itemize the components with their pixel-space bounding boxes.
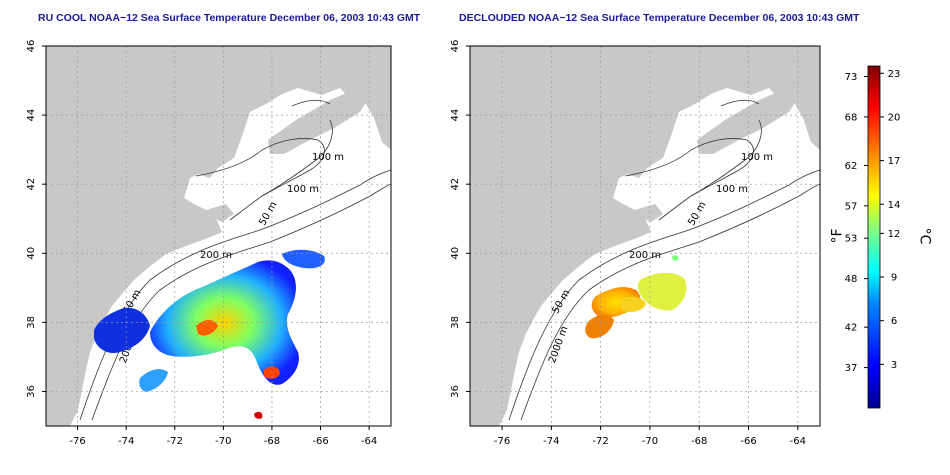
fahrenheit-tick-label: 48 — [845, 274, 858, 285]
celsius-unit-label: °C — [916, 227, 933, 245]
left-sst-map: 100 m 100 m 50 m 200 m 50 m 200 m -76-74… — [26, 40, 392, 447]
lat-tick-label: 44 — [26, 109, 37, 122]
left-map-title: RU COOL NOAA−12 Sea Surface Temperature … — [38, 12, 421, 24]
right-map-title: DECLOUDED NOAA−12 Sea Surface Temperatur… — [459, 12, 860, 24]
lon-tick-label: -66 — [740, 436, 756, 447]
map-frame — [469, 45, 821, 427]
lat-tick-label: 36 — [26, 385, 37, 398]
cape-cod-land — [635, 204, 663, 222]
celsius-tick-label: 12 — [888, 229, 901, 240]
colorbar-gradient — [867, 65, 881, 409]
celsius-tick-label: 14 — [888, 200, 901, 211]
lon-tick-label: -72 — [592, 436, 608, 447]
lon-tick-label: -66 — [312, 436, 328, 447]
latitude-axis: 36 38 40 42 44 46 — [26, 40, 46, 398]
contour-label: 200 m — [200, 250, 232, 261]
lat-tick-label: 42 — [26, 178, 37, 191]
fahrenheit-tick-label: 62 — [845, 161, 858, 172]
celsius-tick-label: 6 — [891, 316, 897, 327]
nova-scotia-land — [697, 88, 799, 154]
lon-tick-label: -70 — [642, 436, 658, 447]
sst-data-patches — [94, 249, 325, 419]
coastline-land — [46, 46, 391, 426]
nova-scotia-land — [268, 88, 370, 154]
fahrenheit-tick-label: 57 — [845, 201, 858, 212]
contour-label: 100 m — [716, 184, 748, 195]
lon-tick-label: -68 — [691, 436, 707, 447]
fahrenheit-tick-label: 42 — [845, 323, 858, 334]
newfoundland-land — [779, 46, 820, 86]
latitude-axis: 36 38 40 42 44 46 — [450, 40, 470, 398]
celsius-tick-label: 17 — [888, 156, 901, 167]
lon-tick-label: -74 — [543, 436, 559, 447]
lon-tick-label: -64 — [361, 436, 377, 447]
lat-tick-label: 38 — [26, 316, 37, 329]
lat-tick-label: 40 — [26, 247, 37, 260]
lon-tick-label: -64 — [790, 436, 806, 447]
celsius-tick-label: 3 — [891, 360, 897, 371]
contour-label: 100 m — [741, 152, 773, 163]
celsius-ticks: 23 20 17 14 12 9 6 3 — [880, 69, 900, 371]
lat-tick-label: 38 — [450, 316, 461, 329]
longitude-axis: -76 -74 -72 -70 -68 -66 -64 — [494, 426, 806, 447]
fahrenheit-tick-label: 53 — [845, 234, 858, 245]
temperature-colorbar: 73 68 62 57 53 48 42 37 23 20 17 14 12 9 6 3 — [845, 65, 900, 409]
lon-tick-label: -74 — [118, 436, 134, 447]
fahrenheit-tick-label: 68 — [845, 112, 858, 123]
lon-tick-label: -76 — [69, 436, 85, 447]
lat-tick-label: 42 — [450, 178, 461, 191]
celsius-tick-label: 23 — [888, 69, 901, 80]
lon-tick-label: -70 — [215, 436, 231, 447]
lat-tick-label: 46 — [26, 40, 37, 53]
cape-cod-land — [206, 204, 234, 222]
fahrenheit-ticks: 73 68 62 57 53 48 42 37 — [845, 72, 868, 374]
celsius-tick-label: 20 — [888, 112, 901, 123]
newfoundland-land — [350, 46, 391, 86]
lon-tick-label: -72 — [167, 436, 183, 447]
lat-tick-label: 46 — [450, 40, 461, 53]
fahrenheit-tick-label: 37 — [845, 363, 858, 374]
graticule — [470, 45, 820, 426]
contour-label: 100 m — [287, 184, 319, 195]
graticule — [46, 45, 391, 426]
contour-label: 100 m — [312, 152, 344, 163]
lat-tick-label: 36 — [450, 385, 461, 398]
longitude-axis: -76 -74 -72 -70 -68 -66 -64 — [69, 426, 377, 447]
coastline-land — [470, 46, 820, 426]
celsius-tick-label: 9 — [891, 273, 897, 284]
contour-label: 200 m — [629, 250, 661, 261]
fahrenheit-tick-label: 73 — [845, 72, 858, 83]
lon-tick-label: -68 — [264, 436, 280, 447]
lon-tick-label: -76 — [494, 436, 510, 447]
lat-tick-label: 40 — [450, 247, 461, 260]
map-frame — [45, 45, 392, 427]
right-declouded-map: 100 m 100 m 50 m 200 m 50 m 2000 m -76 -7… — [450, 40, 821, 447]
fahrenheit-unit-label: °F — [829, 228, 846, 244]
lat-tick-label: 44 — [450, 109, 461, 122]
